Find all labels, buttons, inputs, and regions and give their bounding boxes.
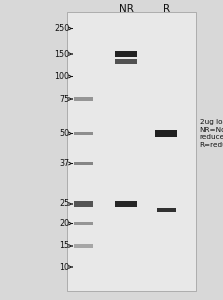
Bar [74,162,93,165]
Text: 10: 10 [59,262,69,272]
Bar [115,201,137,207]
Text: 50: 50 [59,129,69,138]
Bar [67,12,196,291]
Text: 2ug loading
NR=Non-
reduced
R=reduced: 2ug loading NR=Non- reduced R=reduced [200,119,223,148]
Text: 37: 37 [59,159,69,168]
Bar [74,244,93,248]
Bar [74,222,93,225]
Text: 25: 25 [59,200,69,208]
Text: NR: NR [119,4,133,14]
Text: 150: 150 [54,50,69,58]
Bar [74,201,93,207]
Text: 250: 250 [54,24,69,33]
Text: 100: 100 [54,72,69,81]
Text: R: R [163,4,170,14]
Text: 20: 20 [59,219,69,228]
Bar [74,97,93,101]
Text: 75: 75 [59,94,69,103]
Text: 15: 15 [59,242,69,250]
Bar [115,59,137,64]
Bar [74,132,93,135]
Bar [115,51,137,57]
Bar [157,208,176,212]
Bar [155,130,177,137]
